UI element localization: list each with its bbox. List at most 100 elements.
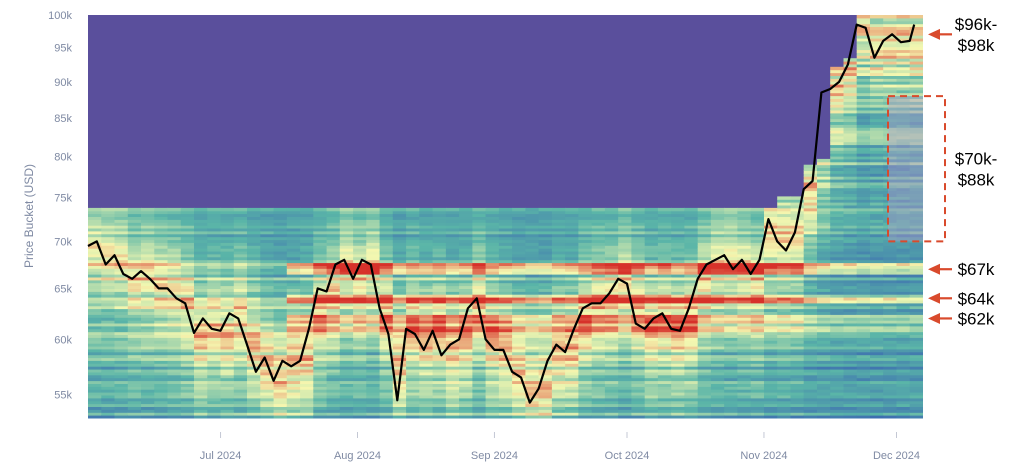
- heatmap-cell: [764, 403, 778, 407]
- heatmap-cell: [485, 207, 500, 212]
- heatmap-cell: [724, 369, 739, 373]
- heatmap-cell: [803, 291, 818, 295]
- heatmap-cell: [353, 328, 367, 333]
- heatmap-cell: [114, 297, 129, 301]
- heatmap-cell: [154, 259, 169, 264]
- heatmap-cell: [220, 282, 235, 287]
- heatmap-cell: [207, 314, 222, 318]
- heatmap-cell: [710, 328, 725, 333]
- heatmap-cell: [459, 219, 473, 223]
- heatmap-cell: [777, 374, 792, 379]
- heatmap-cell: [817, 357, 831, 361]
- heatmap-cell: [856, 239, 871, 243]
- heatmap-cell: [260, 302, 275, 307]
- heatmap-cell: [909, 374, 923, 379]
- heatmap-cell: [194, 308, 208, 312]
- heatmap-cell: [300, 248, 314, 252]
- heatmap-cell: [578, 343, 593, 347]
- heatmap-cell: [856, 262, 871, 266]
- heatmap-cell: [101, 392, 116, 396]
- heatmap-cell: [392, 403, 407, 407]
- heatmap-cell: [538, 308, 553, 312]
- heatmap-cell: [777, 363, 792, 367]
- heatmap-cell: [233, 242, 248, 246]
- heatmap-cell: [353, 386, 367, 390]
- heatmap-cell: [194, 274, 208, 278]
- heatmap-cell: [843, 262, 858, 266]
- heatmap-cell: [127, 308, 142, 312]
- heatmap-cell: [644, 259, 659, 264]
- heatmap-cell: [233, 395, 248, 399]
- heatmap-cell: [194, 383, 208, 387]
- heatmap-cell: [843, 147, 858, 151]
- heatmap-cell: [392, 268, 407, 272]
- heatmap-cell: [657, 245, 672, 249]
- heatmap-cell: [909, 343, 923, 347]
- heatmap-cell: [459, 297, 473, 301]
- heatmap-cell: [843, 236, 858, 241]
- heatmap-cell: [883, 121, 898, 125]
- heatmap-cell: [379, 277, 394, 281]
- heatmap-cell: [591, 357, 606, 361]
- heatmap-cell: [445, 311, 460, 315]
- heatmap-cell: [194, 245, 208, 249]
- heatmap-cell: [88, 363, 102, 367]
- heatmap-cell: [194, 374, 208, 379]
- heatmap-cell: [684, 207, 699, 212]
- heatmap-cell: [883, 161, 898, 166]
- heatmap-cell: [313, 334, 328, 338]
- heatmap-cell: [896, 156, 911, 160]
- heatmap-cell: [697, 288, 712, 292]
- heatmap-cell: [180, 343, 195, 347]
- heatmap-cell: [565, 216, 579, 220]
- heatmap-cell: [445, 251, 460, 255]
- heatmap-cell: [578, 236, 593, 241]
- heatmap-cell: [870, 374, 884, 379]
- heatmap-cell: [379, 239, 394, 243]
- heatmap-cell: [127, 256, 142, 261]
- heatmap-cell: [127, 346, 142, 350]
- heatmap-cell: [207, 274, 222, 278]
- heatmap-cell: [326, 274, 341, 278]
- heatmap-cell: [830, 380, 845, 384]
- heatmap-cell: [750, 248, 765, 252]
- heatmap-cell: [578, 300, 593, 304]
- heatmap-cell: [830, 216, 845, 220]
- heatmap-cell: [260, 371, 275, 376]
- heatmap-cell: [525, 219, 540, 223]
- heatmap-cell: [525, 360, 540, 364]
- heatmap-cell: [233, 311, 248, 315]
- heatmap-cell: [180, 245, 195, 249]
- heatmap-cell: [737, 325, 752, 330]
- heatmap-cell: [843, 354, 858, 359]
- heatmap-cell: [843, 167, 858, 171]
- heatmap-cell: [724, 282, 739, 287]
- heatmap-cell: [419, 300, 434, 304]
- heatmap-cell: [300, 320, 314, 324]
- heatmap-cell: [207, 265, 222, 269]
- heatmap-cell: [366, 395, 381, 399]
- heatmap-cell: [525, 343, 540, 347]
- heatmap-cell: [419, 366, 434, 370]
- heatmap-cell: [856, 130, 871, 134]
- heatmap-cell: [313, 294, 328, 298]
- heatmap-cell: [498, 291, 513, 295]
- heatmap-cell: [432, 389, 447, 393]
- heatmap-cell: [909, 406, 923, 410]
- heatmap-cell: [724, 300, 739, 304]
- heatmap-cell: [101, 294, 116, 298]
- heatmap-cell: [353, 219, 367, 223]
- heatmap-cell: [485, 279, 500, 284]
- heatmap-cell: [194, 297, 208, 301]
- heatmap-cell: [657, 302, 672, 307]
- heatmap-cell: [830, 205, 845, 209]
- heatmap-cell: [207, 395, 222, 399]
- heatmap-cell: [737, 277, 752, 281]
- heatmap-cell: [870, 400, 884, 405]
- heatmap-cell: [392, 291, 407, 295]
- heatmap-cell: [114, 386, 129, 390]
- heatmap-cell: [313, 216, 328, 220]
- heatmap-cell: [498, 371, 513, 376]
- heatmap-cell: [154, 222, 169, 226]
